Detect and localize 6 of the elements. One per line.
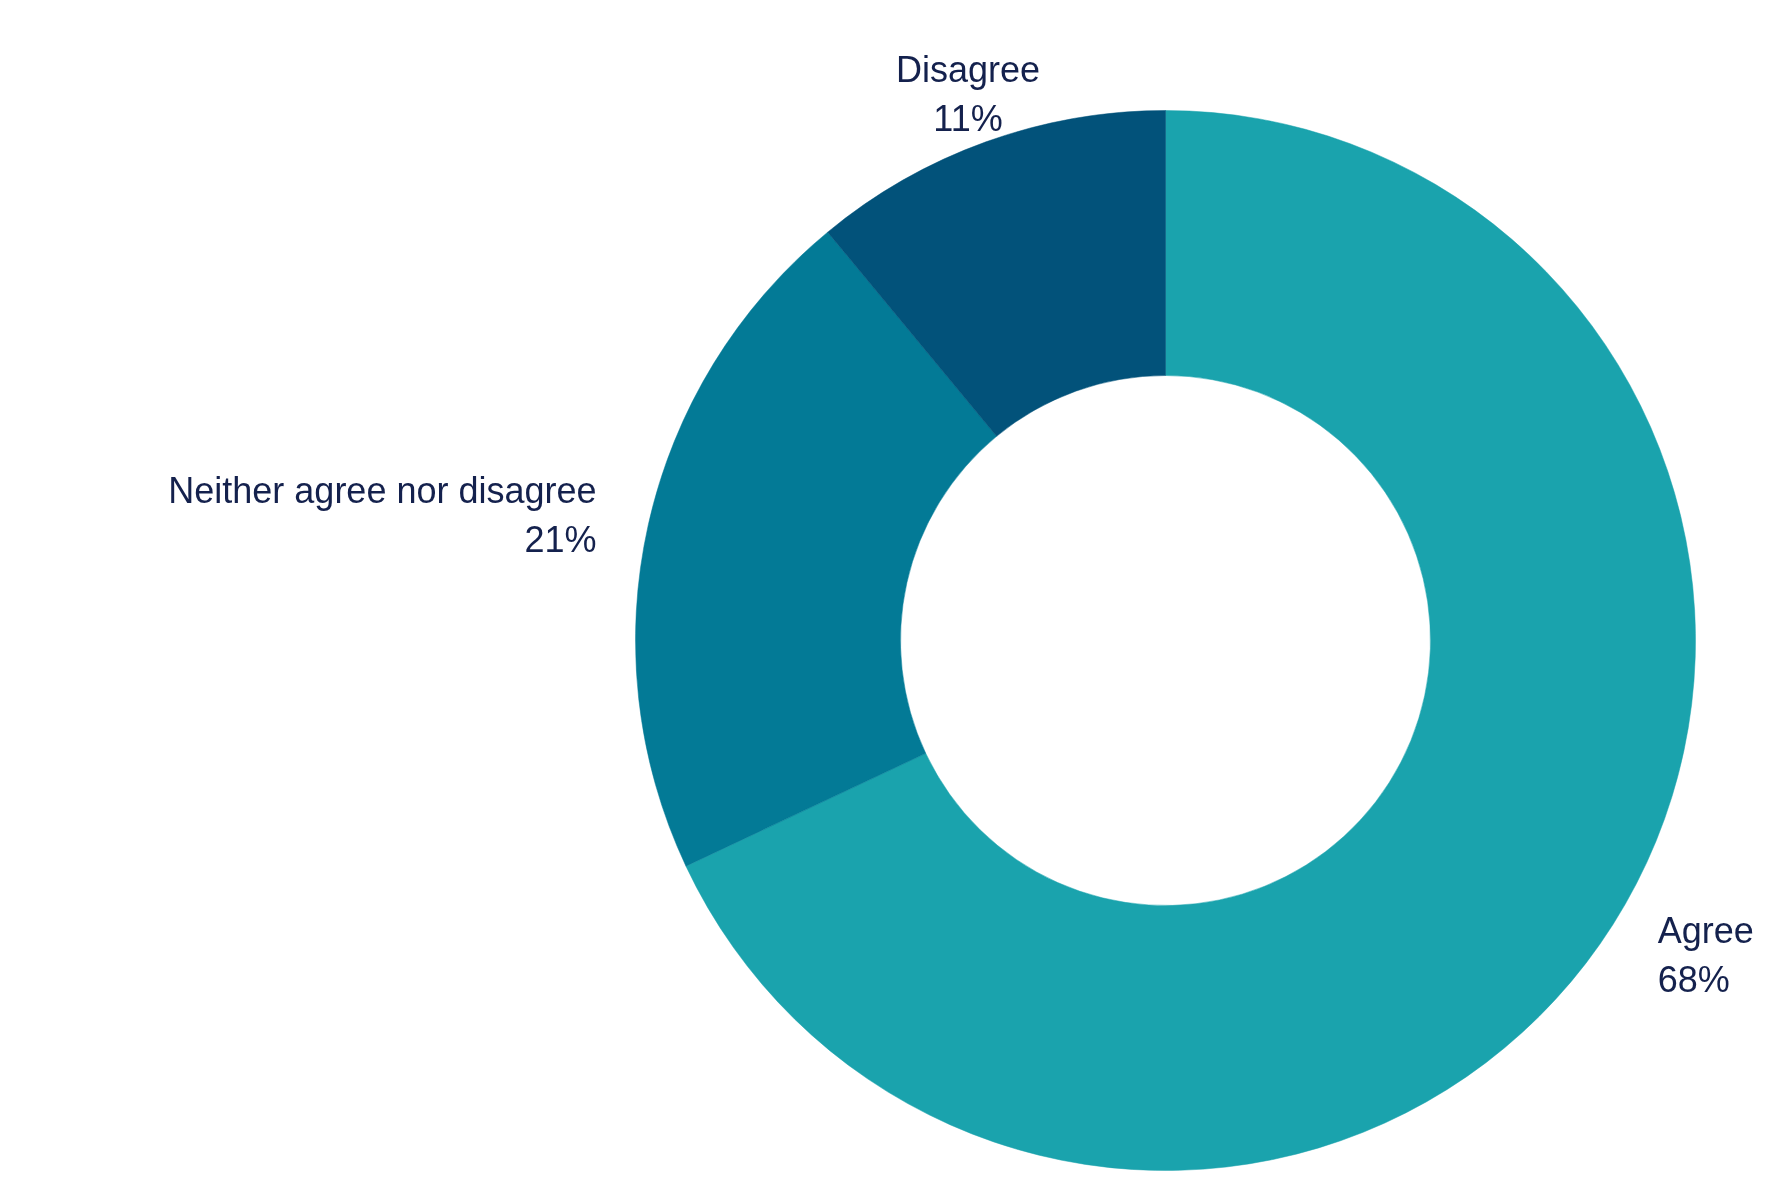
data-label: 68%: [1657, 958, 1730, 1000]
data-label: 21%: [524, 519, 597, 561]
slice-label: Neither agree nor disagree: [168, 470, 597, 512]
data-label: 11%: [933, 97, 1003, 139]
slice-label: Disagree: [895, 48, 1041, 90]
slice-label: Agree: [1657, 909, 1754, 951]
